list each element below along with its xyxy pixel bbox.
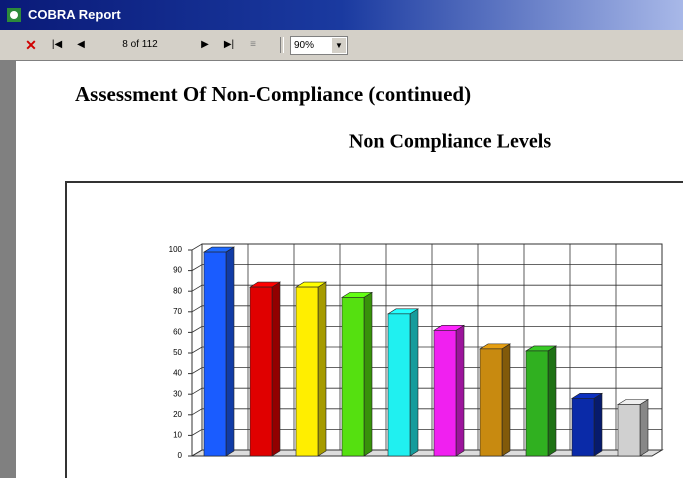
prev-page-button[interactable]: ◀ — [77, 39, 85, 50]
first-page-button[interactable]: |◀ — [51, 39, 63, 50]
bar-side — [271, 281, 281, 457]
y-tick-label: 80 — [173, 286, 182, 295]
bar-side — [225, 246, 235, 457]
bar — [479, 348, 503, 457]
y-tick-label: 20 — [173, 410, 182, 419]
y-tick-label: 0 — [178, 451, 183, 460]
grid-line — [191, 243, 662, 251]
next-page-button[interactable]: ▶ — [201, 39, 209, 50]
bar — [295, 286, 319, 457]
bar-side — [593, 392, 603, 457]
bar — [387, 313, 411, 457]
bar-side — [547, 345, 557, 457]
page-indicator: 8 of 112 — [122, 39, 158, 50]
y-tick-label: 60 — [173, 328, 182, 337]
y-tick-label: 50 — [173, 348, 182, 357]
bar — [617, 404, 641, 457]
grid-line — [191, 284, 662, 292]
grid-line — [191, 325, 662, 333]
close-button[interactable]: ✕ — [25, 37, 37, 53]
bar-side — [317, 281, 327, 457]
bar-side — [501, 343, 511, 457]
bar — [433, 330, 457, 457]
y-tick-label: 10 — [173, 431, 182, 440]
bar — [525, 350, 549, 457]
window-title: COBRA Report — [28, 7, 121, 22]
bar — [571, 398, 595, 457]
bar — [249, 286, 273, 457]
bar — [341, 297, 365, 457]
grid-line — [191, 264, 662, 271]
toolbar: ✕ |◀ ◀ 8 of 112 ▶ ▶| ≡ 90% ▼ — [0, 30, 683, 61]
y-tick-label: 90 — [173, 266, 182, 275]
dropdown-arrow[interactable]: ▼ — [332, 38, 346, 53]
bar — [203, 251, 227, 457]
separator — [280, 37, 284, 53]
y-tick-label: 100 — [169, 245, 183, 254]
bar-side — [639, 398, 649, 457]
last-page-button[interactable]: ▶| — [223, 39, 235, 50]
bar-side — [409, 308, 419, 457]
title-bar: COBRA Report — [0, 0, 683, 30]
chart-title: Non Compliance Levels — [349, 131, 551, 153]
y-tick-label: 70 — [173, 307, 182, 316]
grid-line — [191, 305, 662, 313]
report-title: Assessment Of Non-Compliance (continued) — [75, 82, 472, 106]
left-margin — [0, 61, 16, 478]
zoom-combobox[interactable]: 90% ▼ — [290, 36, 348, 55]
chart-frame — [65, 181, 683, 478]
bar-side — [363, 291, 373, 457]
zoom-value: 90% — [294, 40, 315, 51]
app-icon — [7, 8, 21, 22]
bar-side — [455, 324, 465, 457]
stop-button[interactable]: ≡ — [250, 39, 256, 50]
y-tick-label: 40 — [173, 369, 182, 378]
y-tick-label: 30 — [173, 389, 182, 398]
